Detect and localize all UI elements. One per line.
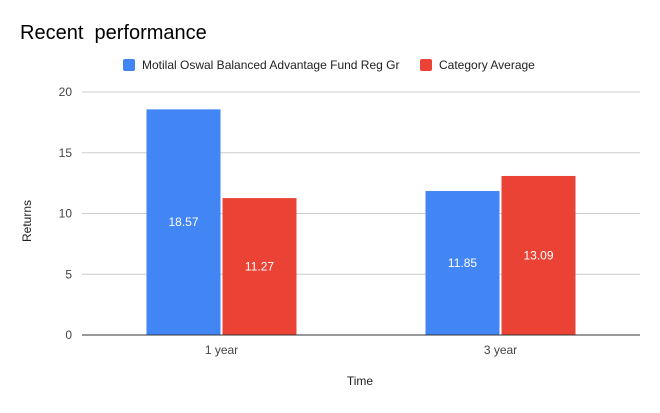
y-axis-label: Returns	[20, 200, 34, 242]
legend-swatch	[123, 59, 135, 71]
bar-category-average-1[interactable]	[501, 175, 576, 335]
data-label: 18.57	[168, 215, 198, 229]
y-tick-label: 15	[59, 146, 73, 160]
bar-category-average-0[interactable]	[222, 198, 297, 335]
data-labels: 18.57 11.27 11.85 13.09	[168, 215, 553, 273]
x-axis-ticks: 1 year 3 year	[205, 343, 517, 357]
legend-label: Motilal Oswal Balanced Advantage Fund Re…	[142, 58, 399, 72]
legend-label: Category Average	[439, 58, 535, 72]
y-tick-label: 20	[59, 85, 73, 99]
data-label: 11.85	[448, 256, 477, 270]
x-tick-label: 3 year	[484, 343, 517, 357]
x-tick-label: 1 year	[205, 343, 238, 357]
y-tick-label: 5	[65, 267, 72, 281]
bars	[146, 109, 576, 335]
legend-swatch	[420, 59, 432, 71]
bar-fund-1[interactable]	[425, 191, 500, 335]
chart-title: Recent performance	[20, 22, 207, 44]
x-axis-label: Time	[347, 374, 374, 388]
data-label: 11.27	[245, 260, 274, 274]
legend: Motilal Oswal Balanced Advantage Fund Re…	[123, 58, 535, 72]
y-tick-label: 0	[65, 328, 72, 342]
bar-fund-0[interactable]	[146, 109, 221, 335]
y-tick-label: 10	[59, 207, 73, 221]
y-axis-ticks: 0 5 10 15 20	[59, 85, 73, 342]
data-label: 13.09	[523, 248, 553, 262]
